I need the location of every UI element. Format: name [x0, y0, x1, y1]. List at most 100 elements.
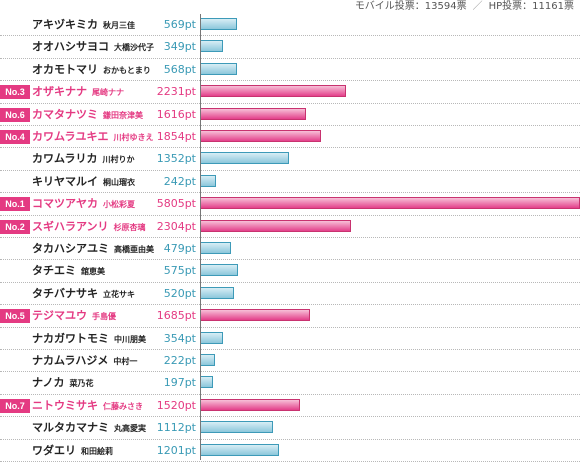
chart-row: No.7 ニトウミサキ 仁藤みさき 1520pt: [0, 395, 580, 418]
name-katakana: ナノカ: [32, 376, 65, 390]
name-katakana: アキヅキミカ: [32, 18, 98, 31]
points-bar: [200, 376, 213, 389]
points-bar: [200, 62, 238, 75]
rank-badge: No.1: [0, 197, 30, 212]
points-label: 2304pt: [156, 219, 196, 233]
vote-totals-header: モバイル投票：13594票 ／ HP投票：11161票: [355, 0, 574, 14]
row-divider: [0, 371, 580, 373]
chart-row: マルタカマナミ 丸高愛実 1112pt: [0, 417, 580, 440]
name-kanji: 菜乃花: [69, 379, 94, 389]
name-kanji: 川村ゆきえ: [113, 133, 154, 142]
points-label: 520pt: [163, 286, 196, 300]
candidate-name: マルタカマナミ 丸高愛実: [32, 417, 146, 439]
points-label: 1616pt: [156, 107, 196, 121]
chart-row: アキヅキミカ 秋月三佳 569pt: [0, 14, 580, 37]
candidate-name: タチエミ 舘恵美: [32, 260, 105, 282]
row-divider: [0, 102, 580, 104]
points-bar: [200, 354, 215, 366]
rank-badge: No.5: [0, 309, 30, 324]
chart-row: ナカムラハジメ 中村一 222pt: [0, 350, 580, 373]
row-divider: [0, 192, 580, 194]
row-divider: [0, 326, 580, 328]
candidate-name: オカモトマリ おかもとまり: [32, 59, 151, 81]
points-bar: [200, 398, 300, 411]
name-kanji: 秋月三佳: [103, 21, 135, 30]
name-katakana: カワムラユキエ: [32, 130, 109, 143]
chart-axis-line: [200, 14, 201, 460]
name-kanji: 高橋亜由美: [114, 245, 154, 254]
name-katakana: カワムラリカ: [32, 152, 98, 166]
candidate-name: タカハシアユミ 高橋亜由美: [32, 238, 154, 260]
points-label: 1685pt: [156, 309, 196, 323]
name-kanji: 丸高愛実: [114, 424, 146, 434]
candidate-name: キリヤマルイ 桐山瑠衣: [32, 171, 135, 193]
points-label: 1854pt: [156, 130, 196, 143]
points-label: 568pt: [163, 62, 196, 76]
name-kanji: 川村りか: [102, 155, 135, 165]
row-divider: [0, 169, 580, 171]
points-bar: [200, 309, 311, 322]
points-label: 197pt: [163, 376, 196, 390]
points-bar: [200, 286, 235, 299]
chart-row: カワムラリカ 川村りか 1352pt: [0, 148, 580, 171]
chart-row: オカモトマリ おかもとまり 568pt: [0, 59, 580, 82]
name-kanji: 中村一: [113, 357, 138, 366]
candidate-name: コマツアヤカ 小松彩夏: [32, 193, 135, 215]
row-divider: [0, 416, 580, 418]
points-bar: [200, 18, 238, 30]
separator: ／: [472, 1, 483, 12]
chart-row: ワダエリ 和田絵莉 1201pt: [0, 440, 580, 462]
row-divider: [0, 259, 580, 261]
chart-row: オオハシサヨコ 大橋沙代子 349pt: [0, 36, 580, 59]
rank-badge: No.4: [0, 130, 30, 144]
rank-badge: No.6: [0, 107, 30, 122]
candidate-name: タチバナサキ 立花サキ: [32, 283, 135, 305]
row-divider: [0, 236, 580, 238]
points-label: 2231pt: [156, 85, 196, 99]
name-katakana: キリヤマルイ: [32, 174, 98, 188]
candidate-name: オオハシサヨコ 大橋沙代子: [32, 36, 154, 58]
name-katakana: ニトウミサキ: [32, 398, 98, 412]
name-katakana: タチエミ: [32, 264, 76, 278]
name-katakana: テジマユウ: [32, 309, 87, 323]
points-label: 1520pt: [156, 398, 196, 412]
candidate-name: オザキナナ 尾崎ナナ: [32, 81, 124, 103]
name-katakana: オカモトマリ: [32, 62, 98, 76]
points-label: 479pt: [163, 242, 196, 255]
points-label: 349pt: [163, 40, 196, 54]
chart-row: キリヤマルイ 桐山瑠衣 242pt: [0, 171, 580, 194]
points-bar: [200, 443, 279, 456]
chart-row: ナカガワトモミ 中川朋美 354pt: [0, 328, 580, 350]
points-bar: [200, 197, 580, 210]
points-bar: [200, 107, 306, 120]
name-kanji: 小松彩夏: [103, 200, 135, 210]
points-label: 575pt: [163, 264, 196, 278]
chart-row: No.6 カマタナツミ 鎌田奈津美 1616pt: [0, 104, 580, 126]
points-label: 1112pt: [156, 421, 196, 435]
candidate-name: テジマユウ 手島優: [32, 305, 116, 327]
points-label: 354pt: [163, 331, 196, 345]
chart-row: タチバナサキ 立花サキ 520pt: [0, 283, 580, 306]
candidate-name: カワムラリカ 川村りか: [32, 148, 134, 170]
rank-badge: No.3: [0, 85, 30, 100]
name-kanji: 舘恵美: [81, 267, 105, 277]
chart-row: No.4 カワムラユキエ 川村ゆきえ 1854pt: [0, 126, 580, 149]
points-bar: [200, 331, 224, 344]
row-divider: [0, 281, 580, 283]
points-bar: [200, 264, 238, 277]
name-kanji: 鎌田奈津美: [103, 110, 143, 120]
candidate-name: ニトウミサキ 仁藤みさき: [32, 395, 143, 417]
row-divider: [0, 214, 580, 216]
candidate-name: ナカムラハジメ 中村一: [32, 350, 137, 372]
candidate-name: ナノカ 菜乃花: [32, 372, 93, 394]
ranking-bar-chart: アキヅキミカ 秋月三佳 569pt オオハシサヨコ 大橋沙代子 349pt オカモトマリ おか…: [0, 14, 580, 462]
mobile-vote-total: モバイル投票：13594票: [354, 1, 467, 12]
chart-row: タチエミ 舘恵美 575pt: [0, 260, 580, 283]
points-bar: [200, 421, 273, 434]
points-label: 569pt: [163, 18, 196, 31]
chart-row: No.2 スギハラアンリ 杉原杏璃 2304pt: [0, 216, 580, 238]
chart-row: タカハシアユミ 高橋亜由美 479pt: [0, 238, 580, 261]
row-divider: [0, 80, 580, 82]
points-bar: [200, 219, 351, 232]
rank-badge: No.2: [0, 219, 30, 234]
